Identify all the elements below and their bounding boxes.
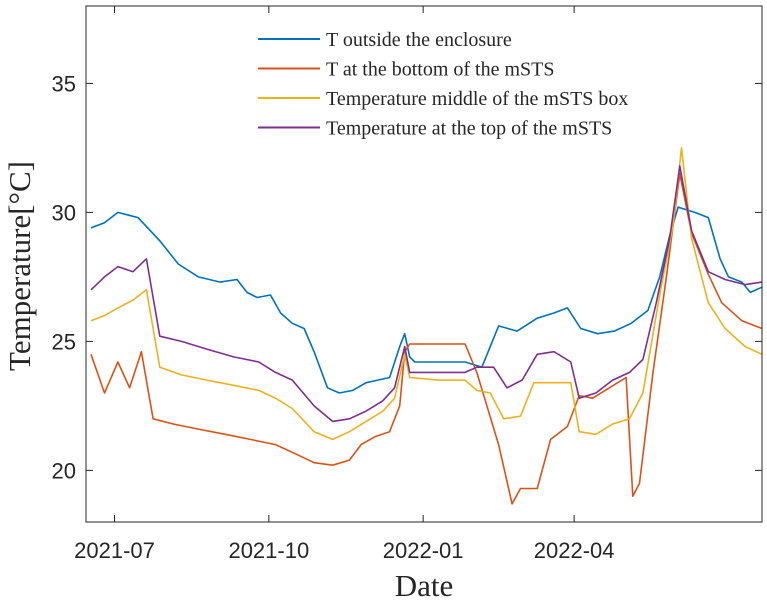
tick-labels-layer: 2021-07 2021-10 2022-01 2022-04 20 25 30 35 (52, 71, 615, 563)
ticks-layer (86, 6, 762, 522)
plot-frame (85, 5, 763, 523)
y-tick-label: 25 (52, 329, 76, 354)
series-layer (90, 147, 763, 505)
y-tick-label: 35 (52, 71, 76, 96)
legend-label-3: Temperature middle of the mSTS box (326, 88, 628, 110)
plot-background (86, 6, 762, 522)
series-line-4 (90, 165, 763, 423)
y-axis-label: Temperature[°C] (2, 161, 37, 371)
x-tick-label: 2022-04 (534, 538, 615, 563)
legend: T outside the enclosure T at the bottom o… (258, 29, 628, 140)
x-tick-label: 2022-01 (383, 538, 464, 563)
y-tick-label: 20 (52, 458, 76, 483)
series-line-3 (90, 147, 763, 441)
y-tick-label: 30 (52, 200, 76, 225)
legend-label-1: T outside the enclosure (326, 29, 512, 51)
legend-label-2: T at the bottom of the mSTS (326, 59, 555, 81)
x-tick-label: 2021-10 (228, 538, 309, 563)
series-line-2 (90, 172, 763, 505)
x-axis-label: Date (395, 568, 454, 602)
legend-label-4: Temperature at the top of the mSTS (326, 118, 612, 140)
x-tick-label: 2021-07 (74, 538, 155, 563)
